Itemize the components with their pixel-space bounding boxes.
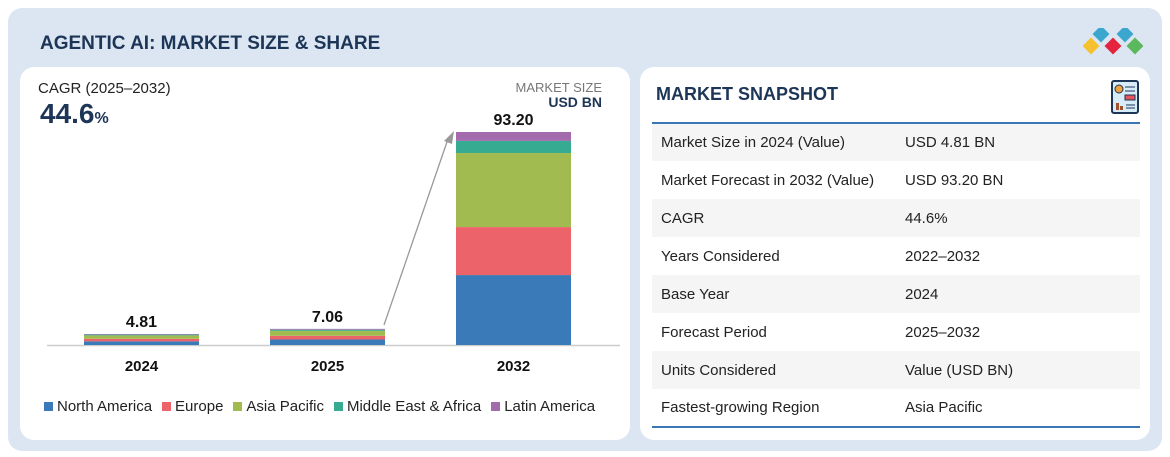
market-size-unit: MARKET SIZE USD BN	[515, 80, 602, 110]
table-row: Market Size in 2024 (Value) USD 4.81 BN	[652, 123, 1140, 161]
bar-segment-latin-america-2024	[84, 334, 199, 335]
bar-segment-north-america-2025	[270, 339, 385, 345]
snapshot-table: Market Size in 2024 (Value) USD 4.81 BN Ma…	[652, 122, 1140, 428]
row-value: 2024	[905, 285, 939, 303]
legend-item: Middle East & Africa	[333, 398, 482, 415]
row-label: Market Size in 2024 (Value)	[661, 134, 845, 151]
bar-segment-middle-east-africa-2032	[456, 140, 571, 154]
row-value: USD 4.81 BN	[905, 134, 996, 151]
row-value: Value (USD BN)	[905, 361, 1014, 379]
row-label: Fastest-growing Region	[661, 399, 820, 416]
data-label: 4.81	[126, 314, 157, 331]
row-value: 2022–2032	[905, 247, 981, 265]
legend-label: Europe	[175, 398, 224, 415]
row-label: CAGR	[661, 209, 705, 227]
bar-segment-north-america-2024	[84, 341, 199, 345]
table-row: Units Considered Value (USD BN)	[652, 351, 1140, 389]
table-row: CAGR 44.6%	[652, 199, 1140, 237]
bar-segment-europe-2025	[270, 335, 385, 340]
bar-segment-middle-east-africa-2024	[84, 334, 199, 336]
bar-segment-asia-pacific-2024	[84, 335, 199, 339]
bar-segment-north-america-2032	[456, 275, 571, 345]
x-tick-label: 2025	[311, 358, 344, 375]
legend-label: Asia Pacific	[246, 398, 324, 415]
legend-swatch	[491, 402, 501, 411]
row-value: 2025–2032	[905, 323, 981, 341]
legend-item: Europe	[162, 398, 223, 415]
cagr-label: CAGR (2025–2032)	[38, 80, 171, 97]
bar-segment-asia-pacific-2025	[270, 330, 385, 336]
growth-arrow-head	[444, 131, 454, 144]
row-label: Forecast Period	[661, 323, 767, 341]
row-value: Asia Pacific	[905, 399, 983, 416]
bar-segment-europe-2024	[84, 338, 199, 342]
row-label: Market Forecast in 2032 (Value)	[661, 171, 875, 189]
market-size-chart-card: CAGR (2025–2032) 44.6% MARKET SIZE USD BN…	[20, 67, 630, 440]
legend-item: Asia Pacific	[233, 398, 324, 415]
brand-logo-icon	[1083, 28, 1143, 55]
table-row: Fastest-growing Region Asia Pacific	[652, 389, 1140, 427]
snapshot-title: MARKET SNAPSHOT	[656, 84, 839, 104]
legend-label: Middle East & Africa	[346, 398, 482, 415]
legend-swatch	[333, 402, 343, 411]
row-label: Base Year	[661, 285, 730, 303]
bar-segment-middle-east-africa-2025	[270, 329, 385, 331]
report-document-icon	[1111, 80, 1139, 114]
row-label: Units Considered	[661, 361, 777, 379]
data-label: 93.20	[493, 112, 533, 129]
chart-legend: North America Europe Asia Pacific Middle Ea…	[44, 398, 595, 415]
stacked-bar-chart: 4.81 2024 7.06 2025 93.20 2032	[47, 112, 620, 375]
row-label: Years Considered	[661, 247, 780, 265]
data-label: 7.06	[312, 309, 343, 326]
row-value: USD 93.20 BN	[905, 171, 1004, 189]
bar-segment-europe-2032	[456, 227, 571, 276]
cagr-value: 44.6%	[40, 98, 109, 129]
table-row: Years Considered 2022–2032	[652, 237, 1140, 275]
row-value: 44.6%	[905, 209, 948, 227]
market-snapshot-card: MARKET SNAPSHOT Market Size in 2024 (Val…	[640, 67, 1150, 440]
legend-swatch	[44, 402, 53, 411]
page-title: AGENTIC AI: MARKET SIZE & SHARE	[40, 33, 381, 54]
legend-item: North America	[44, 398, 152, 415]
legend-swatch	[162, 402, 172, 411]
table-row: Market Forecast in 2032 (Value) USD 93.20…	[652, 161, 1140, 199]
table-row: Forecast Period 2025–2032	[652, 313, 1140, 351]
x-tick-label: 2032	[497, 358, 530, 375]
legend-label: North America	[57, 398, 153, 415]
legend-swatch	[233, 402, 243, 411]
bar-segment-asia-pacific-2032	[456, 153, 571, 228]
bar-segment-latin-america-2025	[270, 328, 385, 330]
table-row: Base Year 2024	[652, 275, 1140, 313]
x-tick-label: 2024	[125, 358, 159, 375]
legend-item: Latin America	[491, 398, 595, 415]
growth-arrow	[383, 138, 449, 326]
bar-segment-latin-america-2032	[456, 132, 571, 141]
legend-label: Latin America	[504, 398, 596, 415]
